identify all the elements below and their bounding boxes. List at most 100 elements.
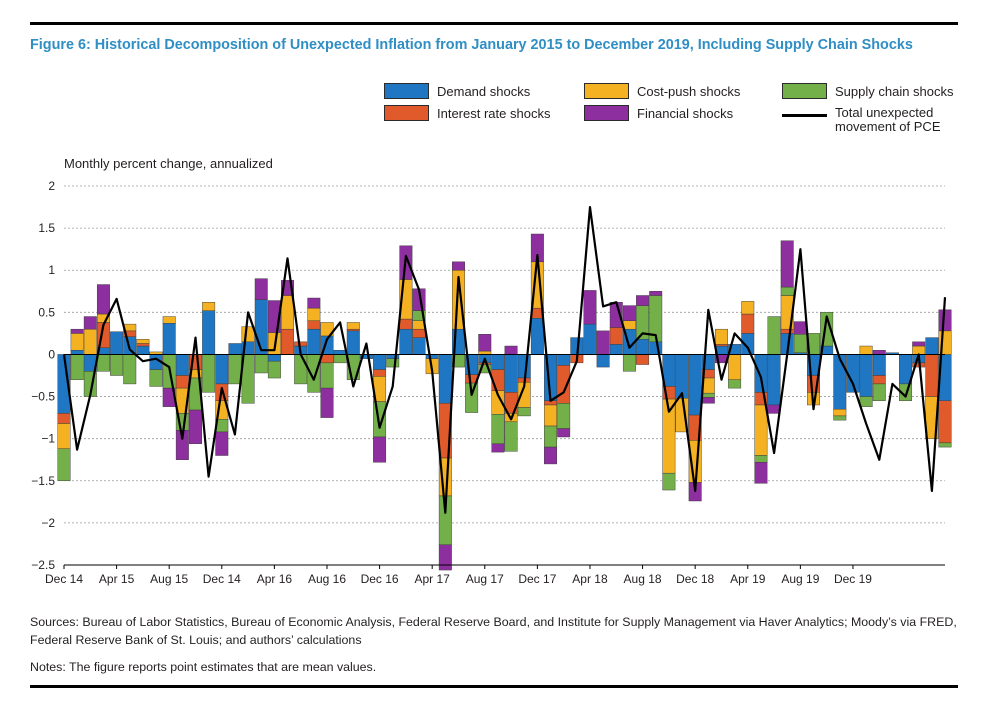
bar-costpush [478,350,492,355]
bar-interest [412,328,426,338]
bar-costpush [281,295,295,330]
units-label: Monthly percent change, annualized [64,156,273,171]
bar-costpush [346,322,360,330]
bar-costpush [241,326,255,343]
legend-supply-label: Supply chain shocks [835,83,954,99]
legend-demand-label: Demand shocks [437,83,531,99]
bar-demand [412,337,426,355]
bar-costpush [741,301,755,315]
bar-supply [123,354,137,385]
x-tick-label: Apr 15 [99,572,135,586]
bars [57,233,952,571]
bar-demand [136,345,150,355]
bar-interest [175,375,189,389]
bar-financial [504,345,518,355]
bar-demand [649,341,663,355]
x-tick-label: Dec 19 [834,572,872,586]
bar-supply [728,379,742,389]
bar-supply [110,354,124,376]
y-tick-label: 1.5 [38,221,55,235]
bar-supply [96,354,110,372]
bar-financial [544,446,557,465]
total-line-group [62,206,947,514]
bar-supply [767,316,781,355]
bar-interest [136,343,150,347]
x-tick-label: Apr 19 [730,572,766,586]
bar-demand [504,354,518,393]
bar-costpush [202,302,216,311]
bar-demand [110,331,124,355]
bar-interest [57,413,71,424]
bar-financial [438,544,452,571]
x-tick-label: Aug 19 [781,572,819,586]
bar-costpush [83,328,97,355]
bar-supply [491,414,505,444]
bottom-rule [30,685,958,688]
bar-supply [465,382,479,413]
bar-demand [636,339,650,355]
bar-demand [346,330,360,355]
bar-demand [254,299,268,355]
legend-total-label-line1: Total unexpected [835,105,934,120]
bar-demand [228,343,242,355]
x-tick-label: Dec 17 [518,572,556,586]
bar-costpush [714,328,728,345]
bar-demand [517,354,531,379]
bar-demand [215,354,229,385]
bar-supply [228,354,242,385]
bar-financial [189,409,202,444]
bar-demand [267,354,281,362]
bar-costpush [544,404,557,427]
bar-supply [833,415,847,421]
bar-demand [399,328,413,355]
bar-interest [478,362,492,365]
bar-supply [557,403,571,429]
notes-text: Notes: The figure reports point estimate… [30,660,377,674]
bar-supply [872,383,886,401]
bar-demand [872,354,886,376]
bar-interest [741,313,755,334]
bar-demand [202,310,216,355]
bar-demand [425,354,439,359]
bar-supply [386,358,400,368]
y-tick-label: 0 [48,347,55,361]
bar-costpush [57,423,71,449]
bar-financial [215,431,229,456]
bar-supply [701,392,715,398]
legend-interest-label: Interest rate shocks [437,105,551,121]
bar-costpush [728,354,742,380]
bar-financial [780,240,794,288]
legend-financial-label: Financial shocks [637,105,734,121]
bar-supply [70,354,84,380]
legend-supply-swatch [782,83,827,99]
x-tick-label: Aug 17 [466,572,504,586]
bar-demand [530,318,544,355]
bar-demand [859,354,873,397]
bar-financial [754,462,768,484]
legend-financial-swatch [584,105,629,121]
y-tick-label: −2 [41,516,55,530]
bar-financial [320,387,334,418]
legend-costpush-swatch [584,83,629,99]
y-tick-label: −1.5 [31,474,55,488]
bar-costpush [833,408,847,417]
bar-interest [636,354,650,365]
bar-supply [149,369,163,387]
bar-interest [373,369,387,377]
bar-supply [57,448,71,482]
x-tick-labels: Dec 14 Apr 15 Aug 15 Dec 14 Apr 16 Aug 16 Dec … [45,572,872,586]
y-tick-label: 0.5 [38,305,55,319]
bar-supply [267,360,281,379]
x-tick-label: Apr 16 [257,572,293,586]
bar-costpush [754,404,768,456]
bar-interest [925,354,939,397]
bar-interest [307,320,321,330]
bar-interest [399,318,413,330]
bar-financial [649,291,663,296]
bar-supply [544,425,557,448]
total-pce-line [62,206,947,514]
bar-demand [833,354,847,410]
x-tick-label: Aug 16 [308,572,346,586]
x-tick-label: Dec 16 [361,572,399,586]
x-tick-label: Dec 14 [203,572,241,586]
